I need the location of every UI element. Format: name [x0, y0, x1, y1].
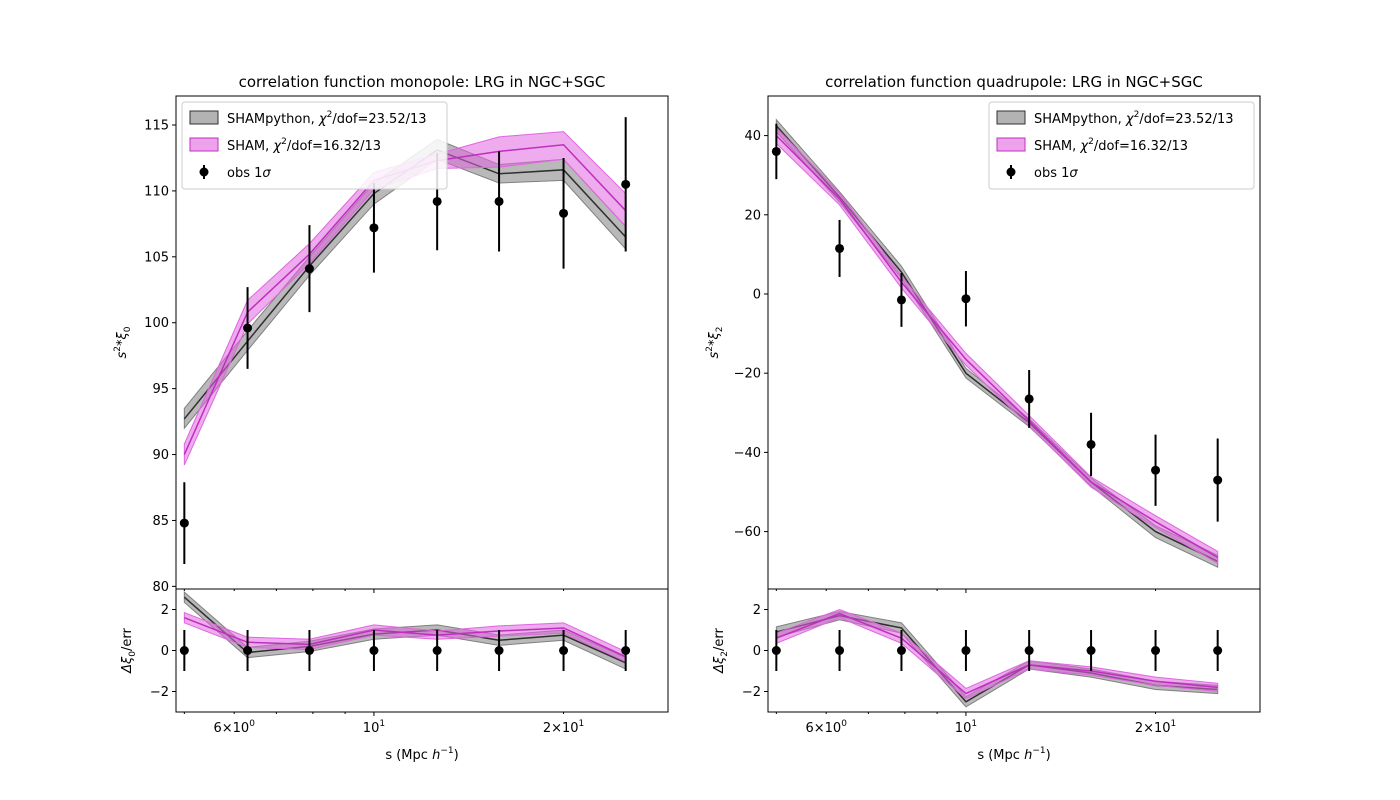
- quadrupole-residual-plot: [771, 608, 1223, 708]
- quadrupole-legend-label: obs 1σ: [1034, 166, 1078, 181]
- monopole-res-ytick-label: 2: [161, 603, 169, 618]
- quadrupole-res-obs-point: [1151, 646, 1161, 655]
- monopole-res-obs-point: [179, 646, 189, 655]
- monopole-res-sham-line: [184, 617, 626, 658]
- quadrupole-legend-point: [1006, 167, 1016, 177]
- quadrupole-sham-band: [775, 126, 1219, 565]
- monopole-legend-label: SHAM, χ2/dof=16.32/13: [227, 137, 381, 154]
- quadrupole-res-obs-point: [1086, 646, 1096, 655]
- quadrupole-xtick-label: 6×100: [805, 719, 847, 736]
- quadrupole-res-obs-point: [771, 646, 781, 655]
- monopole-res-ytick-label: 0: [161, 644, 169, 659]
- monopole-xtick-label: 6×100: [213, 719, 255, 736]
- monopole-res-obs-point: [432, 646, 442, 655]
- monopole-ytick-label: 85: [152, 514, 169, 529]
- monopole-ytick-label: 100: [144, 316, 169, 331]
- quadrupole-ytick-label: 0: [753, 287, 761, 302]
- monopole-res-obs-point: [304, 646, 314, 655]
- quadrupole-res-ylabel: Δξ2/err: [712, 627, 730, 673]
- monopole-xtick-label: 101: [363, 719, 385, 736]
- quadrupole-xtick-label: 101: [955, 719, 977, 736]
- monopole-obs-point: [494, 196, 504, 206]
- quadrupole-legend: SHAMpython, χ2/dof=23.52/13 SHAM, χ2/dof=…: [988, 101, 1255, 190]
- monopole-res-obs-point: [621, 646, 631, 655]
- quadrupole-obs-point: [1086, 439, 1096, 449]
- quadrupole-title: correlation function quadrupole: LRG in …: [825, 73, 1203, 91]
- monopole-res-ylabel: Δξ0/err: [120, 627, 138, 673]
- monopole-legend-swatch: [189, 110, 219, 125]
- monopole-ytick-label: 115: [144, 119, 169, 134]
- monopole-obs-point: [304, 264, 314, 274]
- quadrupole-ytick-label: 40: [744, 129, 761, 144]
- monopole-ytick-label: 90: [152, 448, 169, 463]
- quadrupole-xlabel: s (Mpc h−1): [977, 746, 1050, 763]
- monopole-ytick-label: 110: [144, 184, 169, 199]
- monopole-legend-box: [181, 101, 448, 190]
- quadrupole-sham-line: [775, 135, 1219, 558]
- quadrupole-main-plot: [771, 118, 1223, 569]
- monopole-ytick-label: 80: [152, 580, 169, 595]
- quadrupole-obs-point: [961, 294, 971, 304]
- monopole-legend-label: obs 1σ: [227, 166, 271, 181]
- monopole-legend-swatch: [189, 137, 219, 152]
- quadrupole-res-obs-point: [1024, 646, 1034, 655]
- quadrupole-res-ytick-label: 2: [753, 603, 761, 618]
- monopole-res-obs-point: [494, 646, 504, 655]
- monopole-obs-point: [559, 208, 569, 218]
- quadrupole-res-obs-point: [835, 646, 845, 655]
- monopole-ytick-label: 105: [144, 250, 169, 265]
- quadrupole-ytick-label: −40: [734, 446, 761, 461]
- monopole-legend-point: [199, 167, 209, 177]
- quadrupole-obs-point: [896, 295, 906, 305]
- quadrupole-res-obs-point: [961, 646, 971, 655]
- monopole-ytick-label: 95: [152, 382, 169, 397]
- quadrupole-res-ytick-label: −2: [742, 685, 761, 700]
- quadrupole-shampython-line: [775, 125, 1219, 562]
- monopole-res-ytick-label: −2: [150, 685, 169, 700]
- monopole-legend-label: SHAMpython, χ2/dof=23.52/13: [227, 110, 427, 127]
- quadrupole-res-shampython-band: [775, 611, 1219, 708]
- monopole-obs-point: [179, 518, 189, 528]
- monopole-title: correlation function monopole: LRG in NG…: [239, 73, 606, 91]
- quadrupole-legend-label: SHAMpython, χ2/dof=23.52/13: [1034, 110, 1234, 127]
- quadrupole-res-obs-point: [896, 646, 906, 655]
- monopole-main-plot: [179, 117, 631, 564]
- quadrupole-ytick-label: −60: [734, 525, 761, 540]
- quadrupole-ytick-label: 20: [744, 208, 761, 223]
- monopole-obs-point: [621, 179, 631, 189]
- quadrupole-res-sham-line: [776, 612, 1218, 695]
- quadrupole-ytick-label: −20: [734, 367, 761, 382]
- monopole-legend: SHAMpython, χ2/dof=23.52/13 SHAM, χ2/dof=…: [181, 101, 448, 190]
- quadrupole-res-obs-point: [1213, 646, 1223, 655]
- monopole-xtick-label: 2×101: [543, 719, 584, 736]
- quadrupole-legend-label: SHAM, χ2/dof=16.32/13: [1034, 137, 1188, 154]
- monopole-res-obs-point: [369, 646, 379, 655]
- quadrupole-res-ytick-label: 0: [753, 644, 761, 659]
- quadrupole-xtick-label: 2×101: [1135, 719, 1176, 736]
- monopole-shampython-line: [183, 149, 627, 420]
- quadrupole-legend-swatch: [996, 137, 1026, 152]
- monopole-xlabel: s (Mpc h−1): [385, 746, 458, 763]
- quadrupole-obs-point: [1213, 475, 1223, 485]
- monopole-res-obs-point: [559, 646, 569, 655]
- monopole-ylabel: s2*ξ0: [113, 326, 133, 358]
- quadrupole-obs-point: [835, 243, 845, 253]
- quadrupole-ylabel: s2*ξ2: [705, 327, 725, 359]
- monopole-obs-point: [369, 223, 379, 233]
- quadrupole-obs-point: [1151, 465, 1161, 475]
- quadrupole-obs-point: [771, 146, 781, 156]
- monopole-residual-plot: [179, 590, 631, 671]
- quadrupole-legend-swatch: [996, 110, 1026, 125]
- quadrupole-obs-point: [1024, 394, 1034, 404]
- monopole-obs-point: [432, 196, 442, 206]
- monopole-res-obs-point: [243, 646, 253, 655]
- monopole-obs-point: [243, 323, 253, 333]
- quadrupole-legend-box: [988, 101, 1255, 190]
